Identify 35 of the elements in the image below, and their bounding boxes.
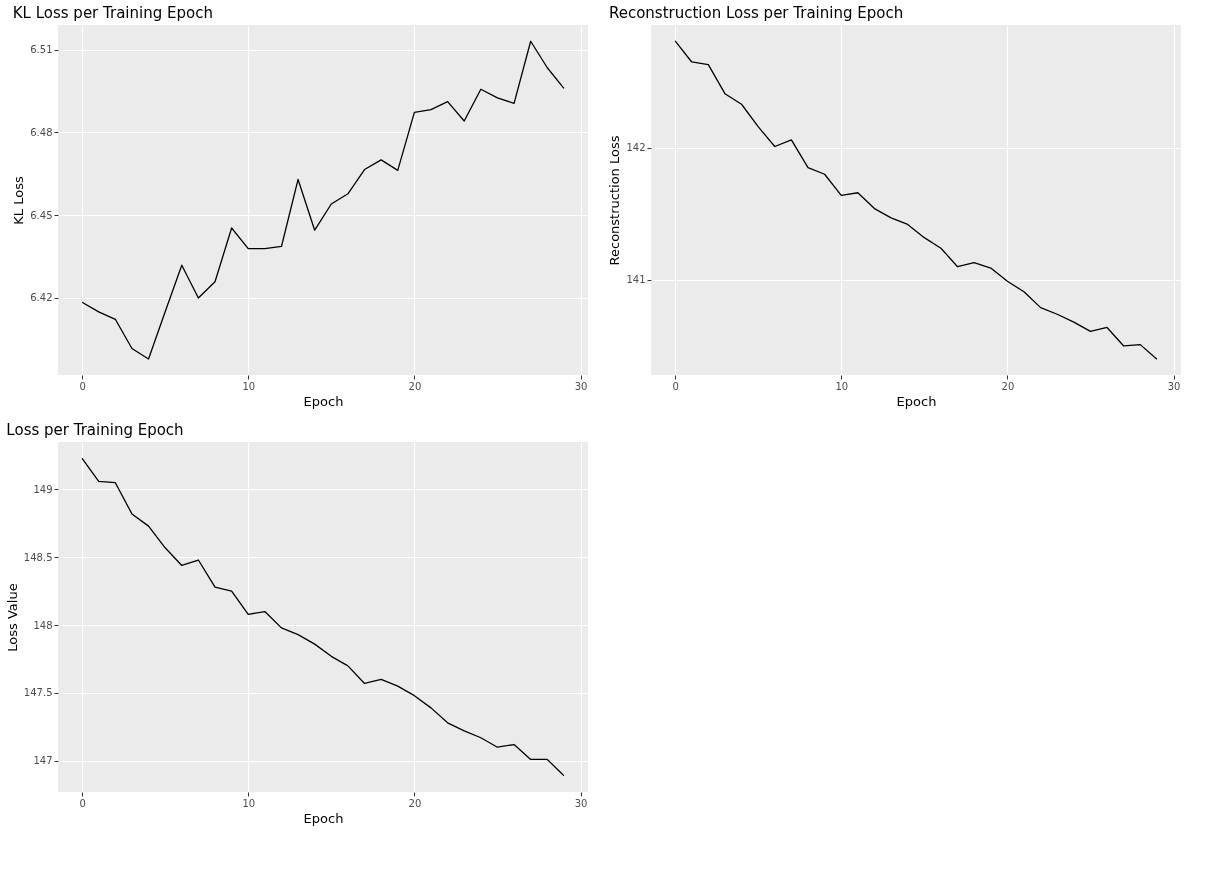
- y-tick-label: 148: [33, 619, 53, 631]
- y-axis-title: KL Loss: [11, 176, 27, 225]
- x-tick-label: 0: [79, 797, 86, 809]
- y-tick-label: 149: [33, 483, 53, 495]
- x-tick-label: 30: [1167, 380, 1181, 392]
- x-tick-label: 20: [1001, 380, 1015, 392]
- x-axis-title: Epoch: [303, 810, 344, 826]
- y-tick-label: 148.5: [23, 551, 53, 563]
- chart-title: KL Loss per Training Epoch: [12, 4, 213, 22]
- chart-title: Loss per Training Epoch: [6, 421, 184, 439]
- y-tick-label: 6.45: [30, 209, 53, 221]
- line-series: [674, 40, 1158, 360]
- y-tick-label: 142: [626, 142, 646, 154]
- y-axis-title: Loss Value: [4, 583, 20, 652]
- x-tick-label: 30: [574, 380, 588, 392]
- y-axis-title: Reconstruction Loss: [607, 135, 623, 266]
- x-tick-label: 0: [672, 380, 679, 392]
- x-tick-label: 10: [835, 380, 849, 392]
- x-tick-label: 20: [408, 797, 422, 809]
- y-tick-label: 147.5: [23, 687, 53, 699]
- x-tick-label: 10: [242, 380, 256, 392]
- x-tick-label: 0: [79, 380, 86, 392]
- x-tick-label: 10: [242, 797, 256, 809]
- y-tick-label: 147: [33, 755, 53, 767]
- y-tick-label: 6.48: [30, 126, 53, 138]
- x-tick-label: 30: [574, 797, 588, 809]
- x-tick-label: 20: [408, 380, 422, 392]
- chart-title: Reconstruction Loss per Training Epoch: [608, 4, 904, 22]
- y-tick-label: 6.42: [30, 292, 53, 304]
- x-axis-title: Epoch: [303, 393, 344, 409]
- line-series: [81, 457, 565, 777]
- x-axis-title: Epoch: [896, 393, 937, 409]
- y-tick-label: 6.51: [30, 44, 53, 56]
- y-tick-label: 141: [626, 274, 646, 286]
- line-series: [81, 40, 565, 360]
